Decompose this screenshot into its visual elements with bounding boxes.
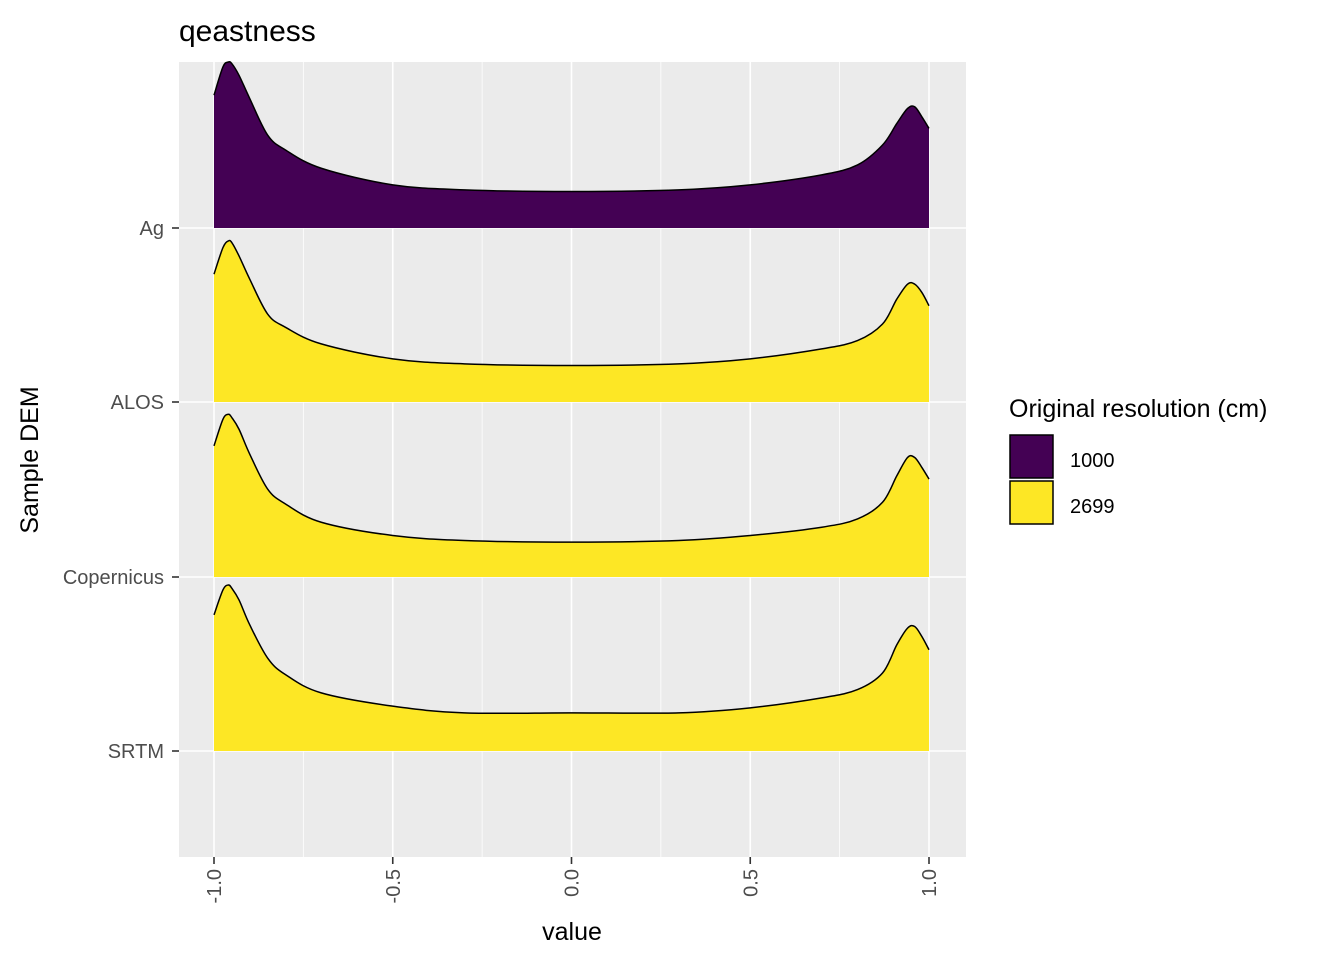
legend-label-1000: 1000 bbox=[1070, 450, 1115, 472]
x-tick-label: 0.0 bbox=[562, 869, 584, 897]
y-tick-label: Copernicus bbox=[63, 567, 164, 589]
ridge-srtm bbox=[214, 584, 929, 751]
ridge-alos bbox=[214, 240, 929, 402]
ridge-ag bbox=[214, 61, 929, 228]
x-axis-title: value bbox=[542, 918, 602, 946]
x-axis: -1.0 -0.5 0.0 0.5 1.0 bbox=[204, 857, 941, 903]
ridge-copernicus bbox=[214, 414, 929, 577]
legend: Original resolution (cm) 1000 2699 bbox=[1009, 395, 1267, 525]
ridge-outline-copernicus bbox=[213, 413, 930, 543]
legend-swatch-1000 bbox=[1009, 434, 1054, 479]
x-tick-label: 0.5 bbox=[740, 869, 762, 897]
legend-title: Original resolution (cm) bbox=[1009, 395, 1267, 423]
x-tick-label: 1.0 bbox=[919, 869, 941, 897]
x-tick-label: -0.5 bbox=[383, 869, 405, 903]
legend-label-2699: 2699 bbox=[1070, 496, 1115, 518]
ridge-outline-ag bbox=[213, 60, 930, 193]
ridge-outline-alos bbox=[213, 239, 930, 367]
y-axis-title: Sample DEM bbox=[16, 386, 44, 533]
y-axis: Ag ALOS Copernicus SRTM bbox=[63, 218, 179, 763]
ridge-outline-srtm bbox=[213, 584, 930, 715]
x-tick-label: -1.0 bbox=[204, 869, 226, 903]
y-tick-label: SRTM bbox=[108, 741, 164, 763]
ridges bbox=[213, 60, 930, 751]
y-tick-label: Ag bbox=[140, 218, 164, 240]
legend-swatch-2699 bbox=[1009, 480, 1054, 525]
y-tick-label: ALOS bbox=[111, 392, 164, 414]
chart-title: qeastness bbox=[179, 15, 316, 48]
